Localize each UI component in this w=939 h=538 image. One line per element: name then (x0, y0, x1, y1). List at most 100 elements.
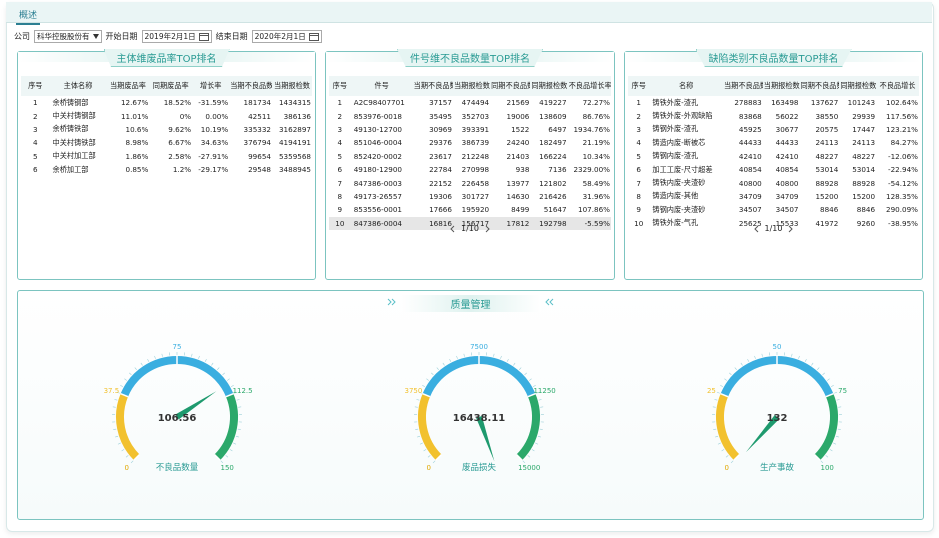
header-row: 序号 主体名称 当期废品率 同期废品率 增长率 当期不良品数 当期报检数 (21, 76, 312, 96)
minor-tick (427, 455, 431, 458)
cell: 2 (32, 111, 38, 121)
cell: 4 (636, 138, 641, 148)
cell: 3488945 (278, 165, 311, 175)
cell: 15200 (852, 191, 876, 201)
minor-tick (754, 355, 756, 359)
minor-tick (798, 355, 800, 359)
cell: 1522 (511, 124, 530, 134)
gauge-value: 132 (767, 413, 788, 424)
next-page[interactable] (483, 225, 491, 233)
cell: 99654 (248, 151, 271, 161)
minor-tick (830, 384, 834, 387)
company-select[interactable]: 科华控股股份有 (34, 30, 102, 43)
label: 结束日期 (215, 32, 248, 41)
row: 8 49173-26557 19306 301727 14630 216426 31.96% (329, 190, 611, 203)
cell: -22.94% (888, 165, 918, 175)
cell: 121802 (539, 178, 567, 188)
tab-bar: 概述 (6, 2, 932, 25)
start-date[interactable]: 2019年2月1日 (141, 30, 212, 43)
cell: 192798 (530, 216, 568, 230)
cell: 49180-12900 (353, 165, 403, 175)
minor-tick (761, 353, 763, 357)
minor-tick (134, 367, 137, 371)
gauge-tick-label: 25 (707, 387, 716, 395)
row: 2 853976-0018 35495 352703 19006 138609 86.76% (329, 109, 611, 122)
gauge-tick-label: 0 (725, 464, 729, 472)
minor-tick (235, 435, 239, 438)
cell: 35495 (429, 111, 452, 121)
dropdown-icon (92, 34, 99, 39)
header-cell: 不良品增长率 (567, 76, 611, 96)
minor-tick (114, 399, 118, 401)
row: 6 加工工废-尺寸超差 40854 40854 53014 53014 -22.94% (628, 163, 919, 176)
cell: 102.64% (886, 98, 918, 108)
table: 序号 件号 当期不良品数 当期报检数 同期不良品数 同期报检数 不良品增长率 1 A2C9840… (329, 76, 611, 230)
cell: 53014 (852, 165, 876, 175)
minor-tick (734, 367, 737, 371)
major-tick (720, 392, 729, 398)
header-cell: 不良品增长 (876, 76, 919, 96)
cell: 474494 (461, 98, 490, 108)
minor-tick (721, 449, 725, 452)
minor-tick (747, 358, 750, 362)
cell: 6497 (548, 124, 567, 134)
cell: -29.17% (198, 165, 229, 175)
minor-tick (724, 378, 728, 381)
cell: 301727 (461, 191, 490, 201)
cell: 23617 (429, 151, 452, 161)
tab[interactable]: 概述 (16, 8, 41, 25)
gauge-label: 不良品数量 (156, 462, 199, 473)
gauge-tick-label: 75 (838, 387, 847, 395)
next-page[interactable] (786, 225, 794, 233)
minor-tick (442, 362, 445, 366)
cell: 加工工废-尺寸超差 (652, 164, 713, 174)
minor-tick (422, 384, 426, 387)
minor-tick (500, 355, 502, 359)
cell: 25625 (738, 218, 762, 228)
cell: 86.76% (582, 111, 610, 121)
minor-tick (233, 442, 237, 445)
panel: 主体维废品率TOP排名 序号 主体名称 当期废品率 同期废品率 增长率 当期不良品数 当期报检… (17, 49, 316, 280)
minor-tick (519, 367, 522, 371)
row: 9 铸钢内废-夹渣砂 34507 34507 8846 8846 290.09% (628, 203, 919, 216)
header-cell: 当期不良品数 (412, 76, 453, 96)
cell: 34507 (738, 205, 762, 215)
gauge-tick-label: 50 (773, 343, 782, 351)
panel-title: 缺陷类别不良品数量TOP排名 (695, 49, 852, 67)
cell: 88928 (852, 178, 876, 188)
minor-tick (837, 428, 841, 430)
end-date[interactable]: 2020年2月1日 (251, 30, 322, 43)
value: 2019年2月1日 (144, 32, 196, 41)
minor-tick (236, 399, 240, 401)
minor-tick (804, 358, 807, 362)
row: 3 余桥铸铁部 10.6% 9.62% 10.19% 335332 3162897 (21, 123, 312, 136)
cell: 376794 (243, 138, 271, 148)
prev-page[interactable] (753, 225, 761, 233)
gauge-tick-label: 100 (821, 464, 834, 472)
cell: 3162897 (278, 124, 311, 134)
cell: 393391 (461, 124, 490, 134)
cell: 1434315 (278, 98, 311, 108)
cell: 42410 (738, 151, 762, 161)
header-cell: 序号 (329, 76, 351, 96)
cell: 铸造内废-其他 (652, 191, 699, 201)
filters: 公司 科华控股股份有 开始日期 2019年2月1日 结束日期 2020年2月1日 (14, 30, 322, 43)
cell: 853556-0001 (353, 205, 403, 215)
cell: 铸钢外废-渣孔 (652, 124, 699, 134)
cell: 22152 (429, 178, 452, 188)
minor-tick (835, 435, 839, 438)
cell: 166224 (539, 151, 567, 161)
minor-tick (125, 455, 129, 458)
minor-tick (431, 372, 434, 376)
cell: 41972 (815, 218, 839, 228)
prev-page[interactable] (449, 225, 457, 233)
minor-tick (426, 378, 430, 381)
cell: 铸铁外废-渣孔 (652, 97, 699, 107)
cell: 9.62% (168, 124, 192, 134)
cell: 107.86% (578, 205, 610, 215)
header-cell: 当期报检数 (762, 76, 800, 96)
cell: 15533 (775, 218, 799, 228)
panel-title: 件号维不良品数量TOP排名 (396, 49, 544, 67)
panel: 缺陷类别不良品数量TOP排名序号名称当期不良品数当期报检数同期不良品数同期报检数… (624, 49, 923, 280)
